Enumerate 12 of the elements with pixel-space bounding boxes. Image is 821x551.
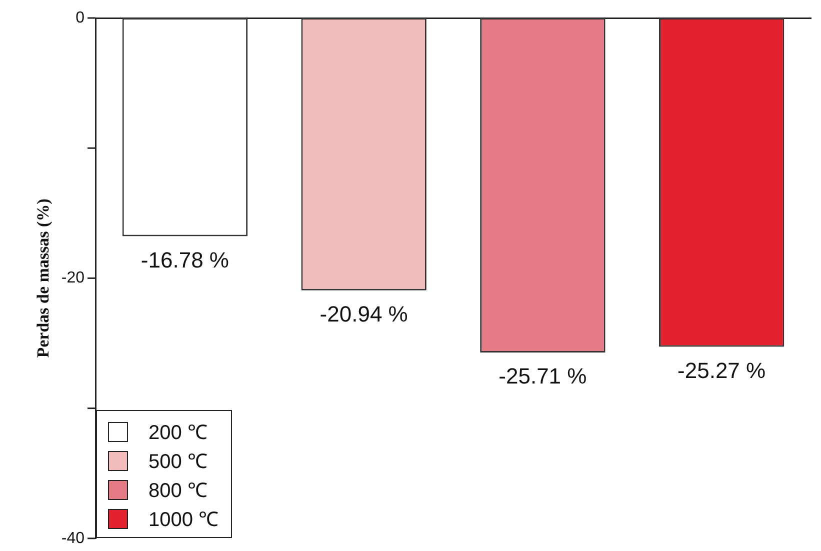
legend-label: 1000 ℃ — [148, 508, 219, 532]
data-label: -25.71 % — [498, 364, 587, 389]
legend-label: 200 ℃ — [148, 421, 208, 446]
y-tick-label: -40 — [61, 530, 85, 547]
y-tick-label: -20 — [61, 270, 85, 287]
data-label: -25.27 % — [678, 358, 766, 383]
legend-label: 500 ℃ — [148, 450, 208, 474]
y-tick-label: 0 — [76, 9, 85, 26]
data-label: -16.78 % — [140, 247, 229, 272]
legend-label: 800 ℃ — [148, 479, 208, 504]
y-axis-title: Perdas de massas (%) — [34, 198, 53, 358]
data-label: -20.94 % — [320, 301, 408, 326]
